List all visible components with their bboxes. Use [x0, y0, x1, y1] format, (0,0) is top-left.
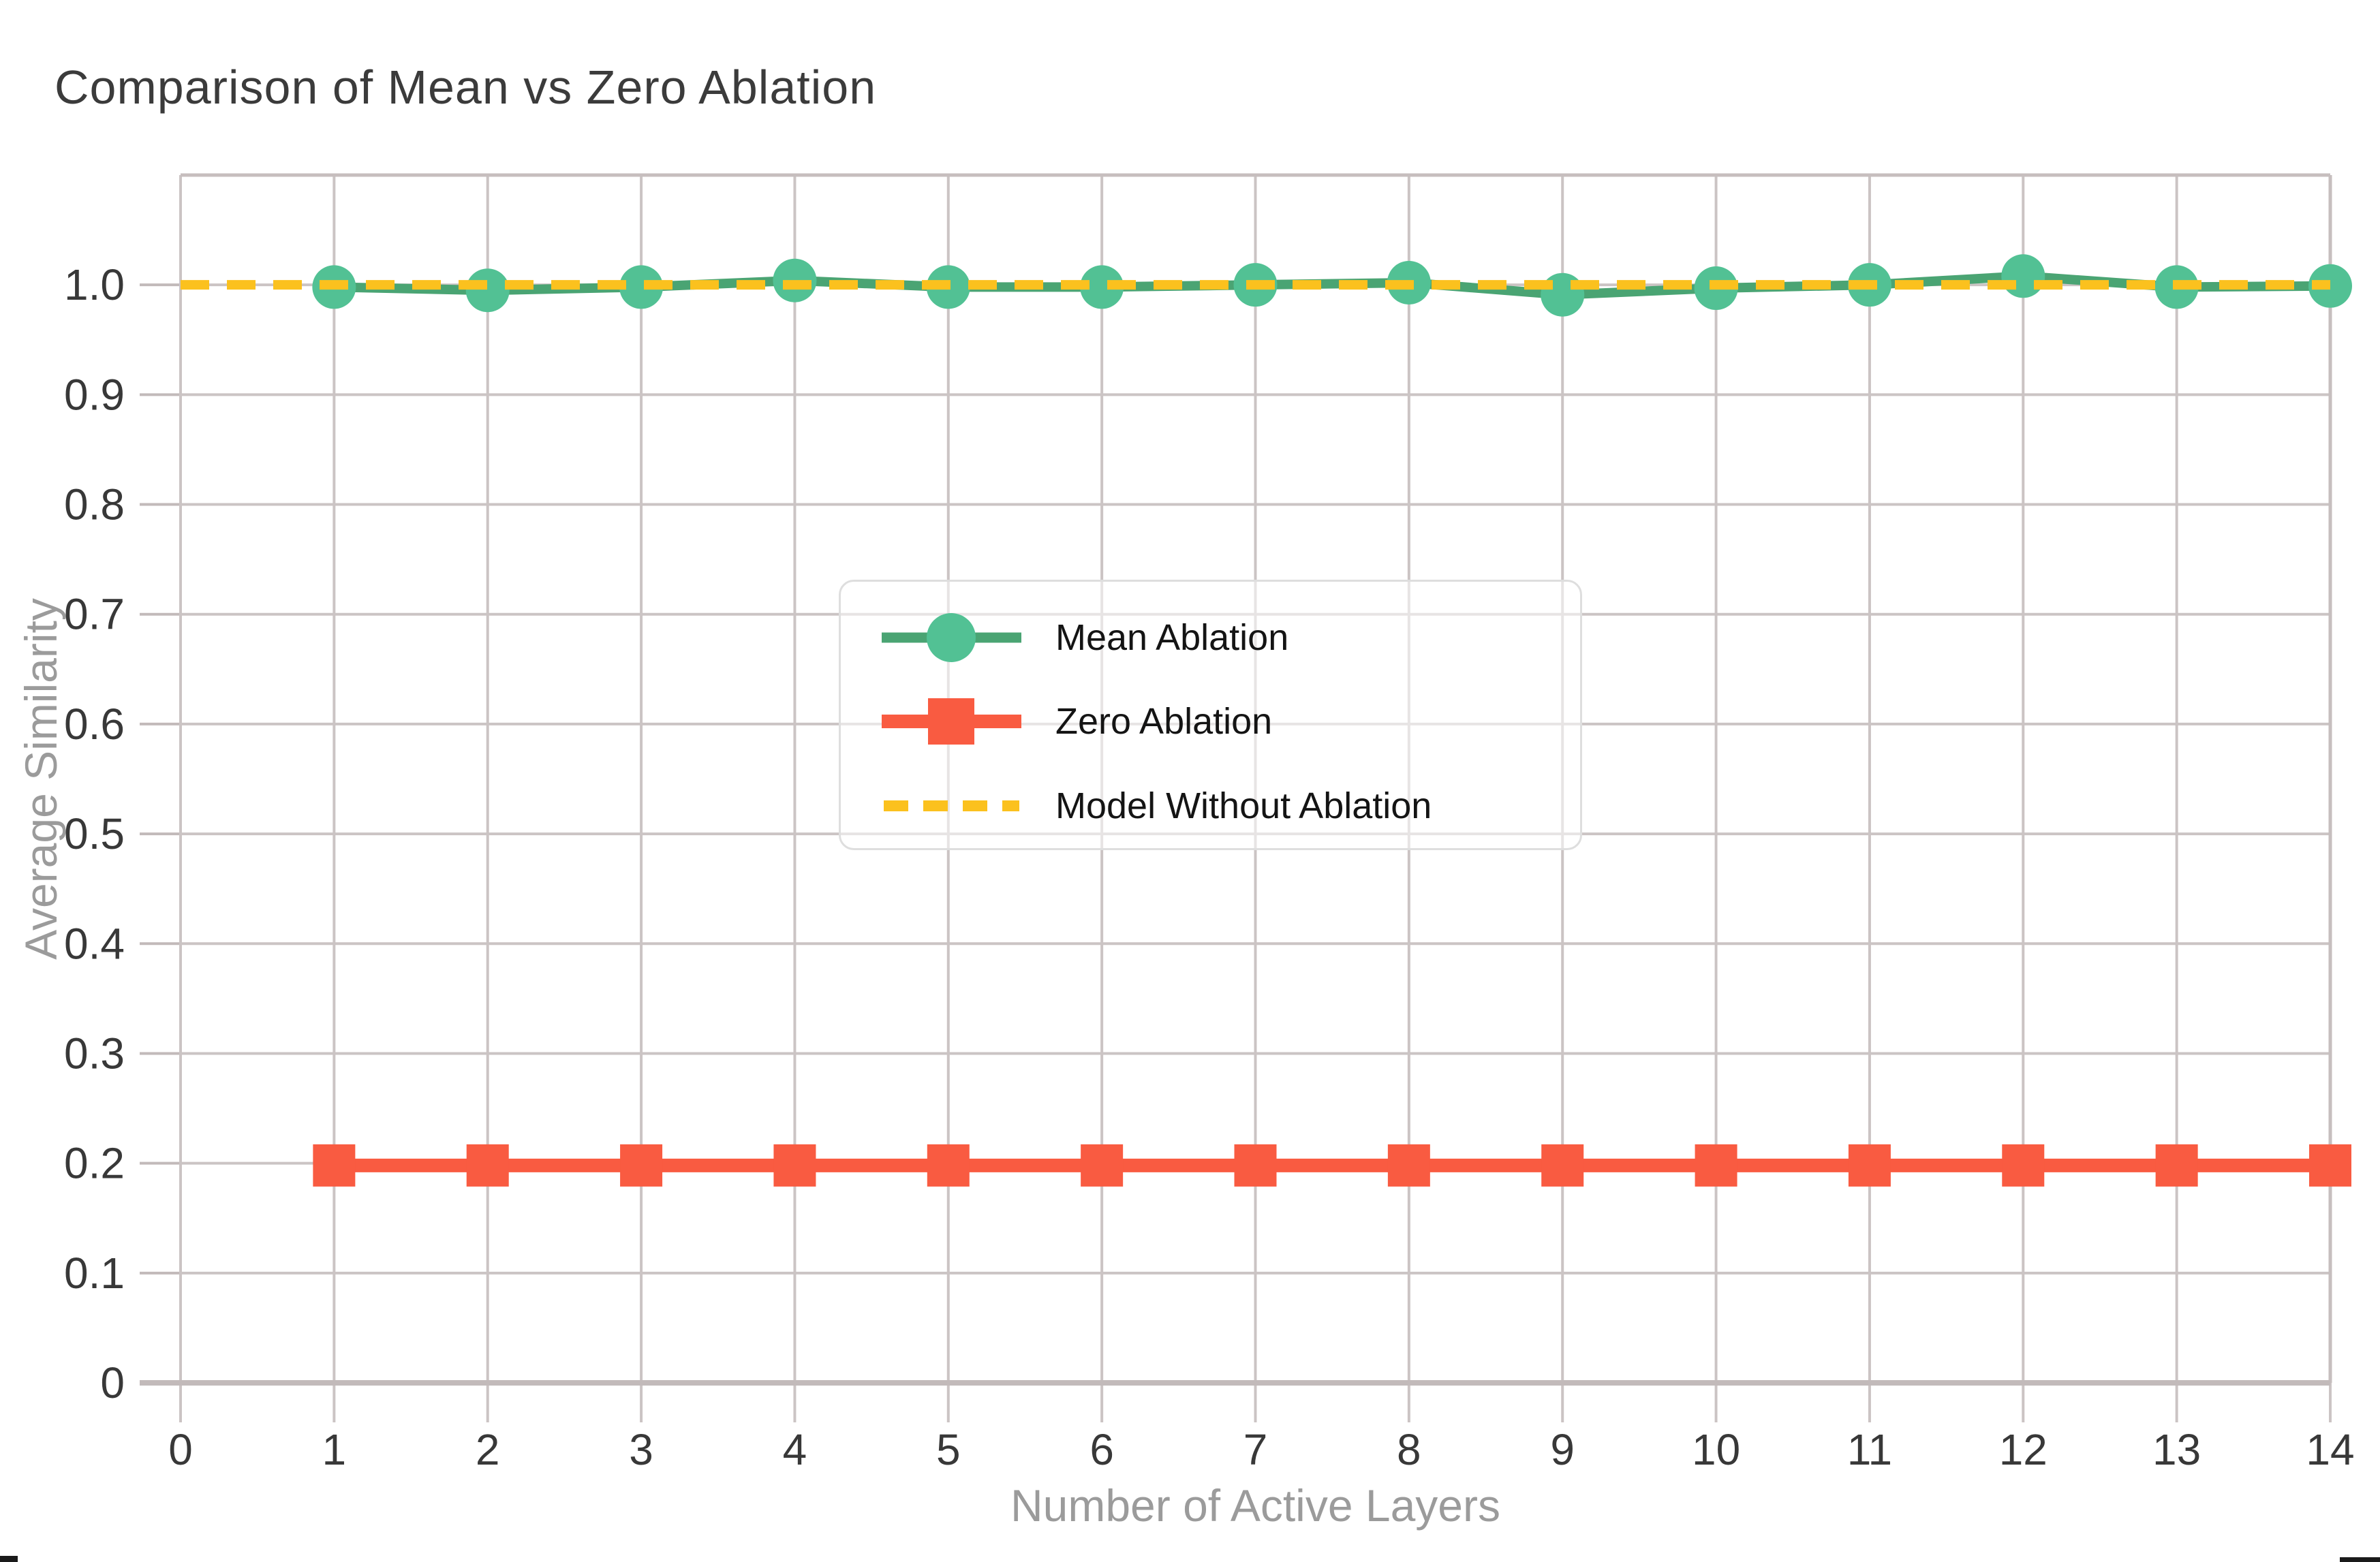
svg-text:0.4: 0.4	[64, 919, 125, 968]
legend-label: Mean Ablation	[1055, 616, 1289, 658]
svg-text:8: 8	[1397, 1425, 1421, 1474]
cropped-ui-artifact-bottom-right	[2340, 1557, 2380, 1562]
chart-legend: Mean Ablation Zero Ablation Model Withou…	[839, 580, 1582, 850]
chart-title: Comparison of Mean vs Zero Ablation	[55, 61, 877, 114]
svg-text:4: 4	[783, 1425, 807, 1474]
svg-text:Average Similarity: Average Similarity	[16, 598, 66, 960]
svg-text:9: 9	[1550, 1425, 1575, 1474]
legend-label: Model Without Ablation	[1055, 785, 1432, 827]
model-without-ablation-dashed-line-icon	[884, 800, 1019, 812]
svg-text:11: 11	[1847, 1425, 1892, 1474]
svg-text:0: 0	[168, 1425, 193, 1474]
svg-text:1.0: 1.0	[64, 260, 125, 309]
svg-text:10: 10	[1692, 1425, 1740, 1474]
svg-text:14: 14	[2306, 1425, 2354, 1474]
svg-text:5: 5	[936, 1425, 961, 1474]
svg-text:0.6: 0.6	[64, 700, 125, 749]
svg-text:7: 7	[1243, 1425, 1268, 1474]
svg-text:3: 3	[629, 1425, 653, 1474]
svg-text:1: 1	[322, 1425, 347, 1474]
svg-text:0.5: 0.5	[64, 809, 125, 858]
legend-item-model-without-ablation[interactable]: Model Without Ablation	[878, 766, 1580, 846]
svg-text:6: 6	[1089, 1425, 1114, 1474]
legend-item-mean-ablation[interactable]: Mean Ablation	[878, 597, 1580, 678]
cropped-ui-artifact-bottom-left	[0, 1556, 18, 1562]
svg-text:Number of Active Layers: Number of Active Layers	[1010, 1480, 1500, 1531]
svg-text:12: 12	[1999, 1425, 2047, 1474]
svg-text:0.2: 0.2	[64, 1139, 125, 1188]
svg-text:13: 13	[2152, 1425, 2201, 1474]
svg-text:0.7: 0.7	[64, 590, 125, 639]
legend-item-zero-ablation[interactable]: Zero Ablation	[878, 681, 1580, 762]
mean-ablation-line-circle-icon	[882, 612, 1021, 662]
svg-text:0.1: 0.1	[64, 1249, 125, 1298]
zero-ablation-line-square-icon	[882, 698, 1021, 745]
svg-text:0: 0	[100, 1358, 125, 1407]
svg-text:0.9: 0.9	[64, 370, 125, 419]
svg-text:2: 2	[476, 1425, 500, 1474]
svg-text:0.8: 0.8	[64, 480, 125, 529]
legend-label: Zero Ablation	[1055, 701, 1273, 743]
svg-text:0.3: 0.3	[64, 1029, 125, 1078]
